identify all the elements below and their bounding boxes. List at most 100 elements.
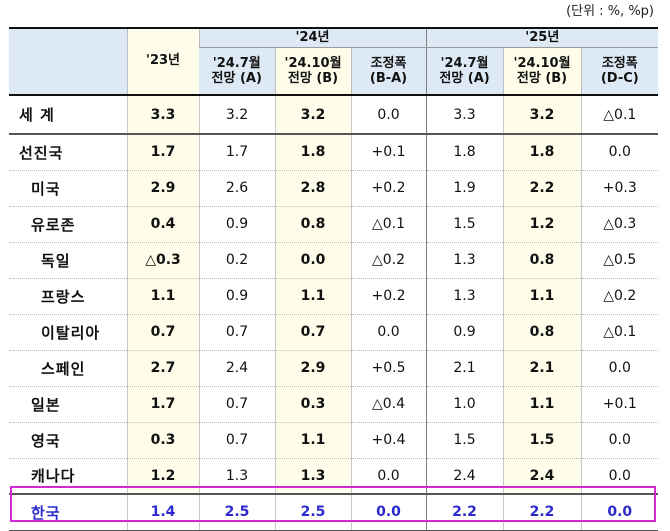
row-spain: 스페인 2.7 2.4 2.9 +0.5 2.1 2.1 0.0: [9, 349, 659, 386]
cell-25-october: 2.1: [502, 349, 582, 386]
cell-24-july: 1.7: [198, 133, 275, 170]
cell-25-october: 2.2: [502, 169, 582, 206]
cell-25-adjust: △0.1: [580, 313, 659, 350]
row-label: 프랑스: [9, 277, 127, 314]
cell-24-october: 1.8: [274, 133, 351, 170]
cell-24-adjust: 0.0: [350, 493, 427, 531]
cell-24-july: 2.4: [198, 349, 275, 386]
cell-24-july: 0.7: [198, 421, 275, 458]
header-2024: '24년: [198, 27, 427, 48]
cell-2023: 1.1: [126, 277, 199, 314]
row-label: 스페인: [9, 349, 127, 386]
cell-25-july: 1.5: [425, 205, 504, 242]
cell-25-adjust: △0.2: [580, 277, 659, 314]
row-label: 이탈리아: [9, 313, 127, 350]
row-canada: 캐나다 1.2 1.3 1.3 0.0 2.4 2.4 0.0: [9, 457, 659, 494]
cell-24-july: 2.5: [198, 493, 275, 531]
cell-24-october: 2.5: [274, 493, 351, 531]
cell-24-adjust: 0.0: [350, 94, 427, 135]
row-usa: 미국 2.9 2.6 2.8 +0.2 1.9 2.2 +0.3: [9, 169, 659, 206]
cell-25-october: 2.4: [502, 457, 582, 494]
cell-2023: 2.7: [126, 349, 199, 386]
row-advanced: 선진국 1.7 1.7 1.8 +0.1 1.8 1.8 0.0: [9, 133, 659, 170]
cell-2023: △0.3: [126, 241, 199, 278]
row-label: 미국: [9, 169, 127, 206]
row-label: 유로존: [9, 205, 127, 242]
cell-25-july: 1.3: [425, 277, 504, 314]
row-label: 영국: [9, 421, 127, 458]
cell-25-adjust: 0.0: [580, 421, 659, 458]
cell-2023: 0.4: [126, 205, 199, 242]
cell-2023: 1.7: [126, 133, 199, 170]
cell-24-october: 1.3: [274, 457, 351, 494]
cell-24-july: 0.7: [198, 385, 275, 422]
cell-25-adjust: 0.0: [580, 133, 659, 170]
cell-24-adjust: +0.5: [350, 349, 427, 386]
cell-24-july: 1.3: [198, 457, 275, 494]
cell-25-july: 2.2: [425, 493, 504, 531]
cell-24-october: 1.1: [274, 421, 351, 458]
cell-24-july: 0.2: [198, 241, 275, 278]
cell-24-october: 0.3: [274, 385, 351, 422]
row-eurozone: 유로존 0.4 0.9 0.8 △0.1 1.5 1.2 △0.3: [9, 205, 659, 242]
cell-24-october: 1.1: [274, 277, 351, 314]
subheader-24-adjust: 조정폭 (B-A): [350, 47, 427, 95]
row-korea: 한국 1.4 2.5 2.5 0.0 2.2 2.2 0.0: [9, 493, 659, 531]
subheader-25-july: '24.7월 전망 (A): [425, 47, 504, 95]
subheader-24-october: '24.10월 전망 (B): [274, 47, 351, 95]
subheader-24-july: '24.7월 전망 (A): [199, 47, 275, 95]
table-top-rule: [9, 27, 658, 29]
cell-2023: 1.7: [126, 385, 199, 422]
row-japan: 일본 1.7 0.7 0.3 △0.4 1.0 1.1 +0.1: [9, 385, 659, 422]
cell-25-adjust: 0.0: [580, 349, 659, 386]
cell-24-october: 0.8: [274, 205, 351, 242]
cell-25-adjust: 0.0: [580, 493, 659, 531]
cell-24-october: 2.8: [274, 169, 351, 206]
cell-25-october: 0.8: [502, 241, 582, 278]
cell-25-adjust: +0.1: [580, 385, 659, 422]
cell-25-july: 3.3: [425, 94, 504, 135]
cell-24-july: 2.6: [198, 169, 275, 206]
row-label: 캐나다: [9, 457, 127, 494]
cell-24-adjust: +0.2: [350, 277, 427, 314]
row-world: 세 계 3.3 3.2 3.2 0.0 3.3 3.2 △0.1: [9, 94, 659, 135]
cell-2023: 3.3: [126, 94, 199, 135]
cell-24-adjust: 0.0: [350, 457, 427, 494]
cell-24-adjust: 0.0: [350, 313, 427, 350]
row-germany: 독일 △0.3 0.2 0.0 △0.2 1.3 0.8 △0.5: [9, 241, 659, 278]
cell-24-adjust: +0.4: [350, 421, 427, 458]
cell-25-july: 1.0: [425, 385, 504, 422]
cell-2023: 1.2: [126, 457, 199, 494]
subheader-25-adjust: 조정폭 (D-C): [580, 47, 659, 95]
row-france: 프랑스 1.1 0.9 1.1 +0.2 1.3 1.1 △0.2: [9, 277, 659, 314]
corner-header-cell: [9, 27, 127, 96]
cell-24-adjust: △0.2: [350, 241, 427, 278]
cell-25-adjust: △0.3: [580, 205, 659, 242]
cell-25-adjust: △0.5: [580, 241, 659, 278]
cell-25-october: 1.8: [502, 133, 582, 170]
cell-24-july: 3.2: [198, 94, 275, 135]
cell-25-july: 1.3: [425, 241, 504, 278]
cell-2023: 1.4: [126, 493, 199, 531]
cell-24-october: 2.9: [274, 349, 351, 386]
growth-forecast-table: '23년 '24년 '25년 '24.7월 전망 (A) '24.10월 전망 (B…: [9, 27, 659, 531]
subheader-25-october: '24.10월 전망 (B): [502, 47, 582, 95]
row-label: 한국: [9, 493, 127, 531]
cell-24-october: 3.2: [274, 94, 351, 135]
cell-25-july: 2.4: [425, 457, 504, 494]
row-label: 독일: [9, 241, 127, 278]
cell-25-october: 1.5: [502, 421, 582, 458]
row-italy: 이탈리아 0.7 0.7 0.7 0.0 0.9 0.8 △0.1: [9, 313, 659, 350]
cell-2023: 0.7: [126, 313, 199, 350]
cell-24-adjust: △0.1: [350, 205, 427, 242]
cell-24-july: 0.7: [198, 313, 275, 350]
cell-25-july: 0.9: [425, 313, 504, 350]
cell-25-july: 1.8: [425, 133, 504, 170]
cell-24-adjust: +0.1: [350, 133, 427, 170]
row-uk: 영국 0.3 0.7 1.1 +0.4 1.5 1.5 0.0: [9, 421, 659, 458]
cell-2023: 0.3: [126, 421, 199, 458]
cell-24-july: 0.9: [198, 205, 275, 242]
cell-24-adjust: +0.2: [350, 169, 427, 206]
cell-24-adjust: △0.4: [350, 385, 427, 422]
cell-25-october: 2.2: [502, 493, 582, 531]
